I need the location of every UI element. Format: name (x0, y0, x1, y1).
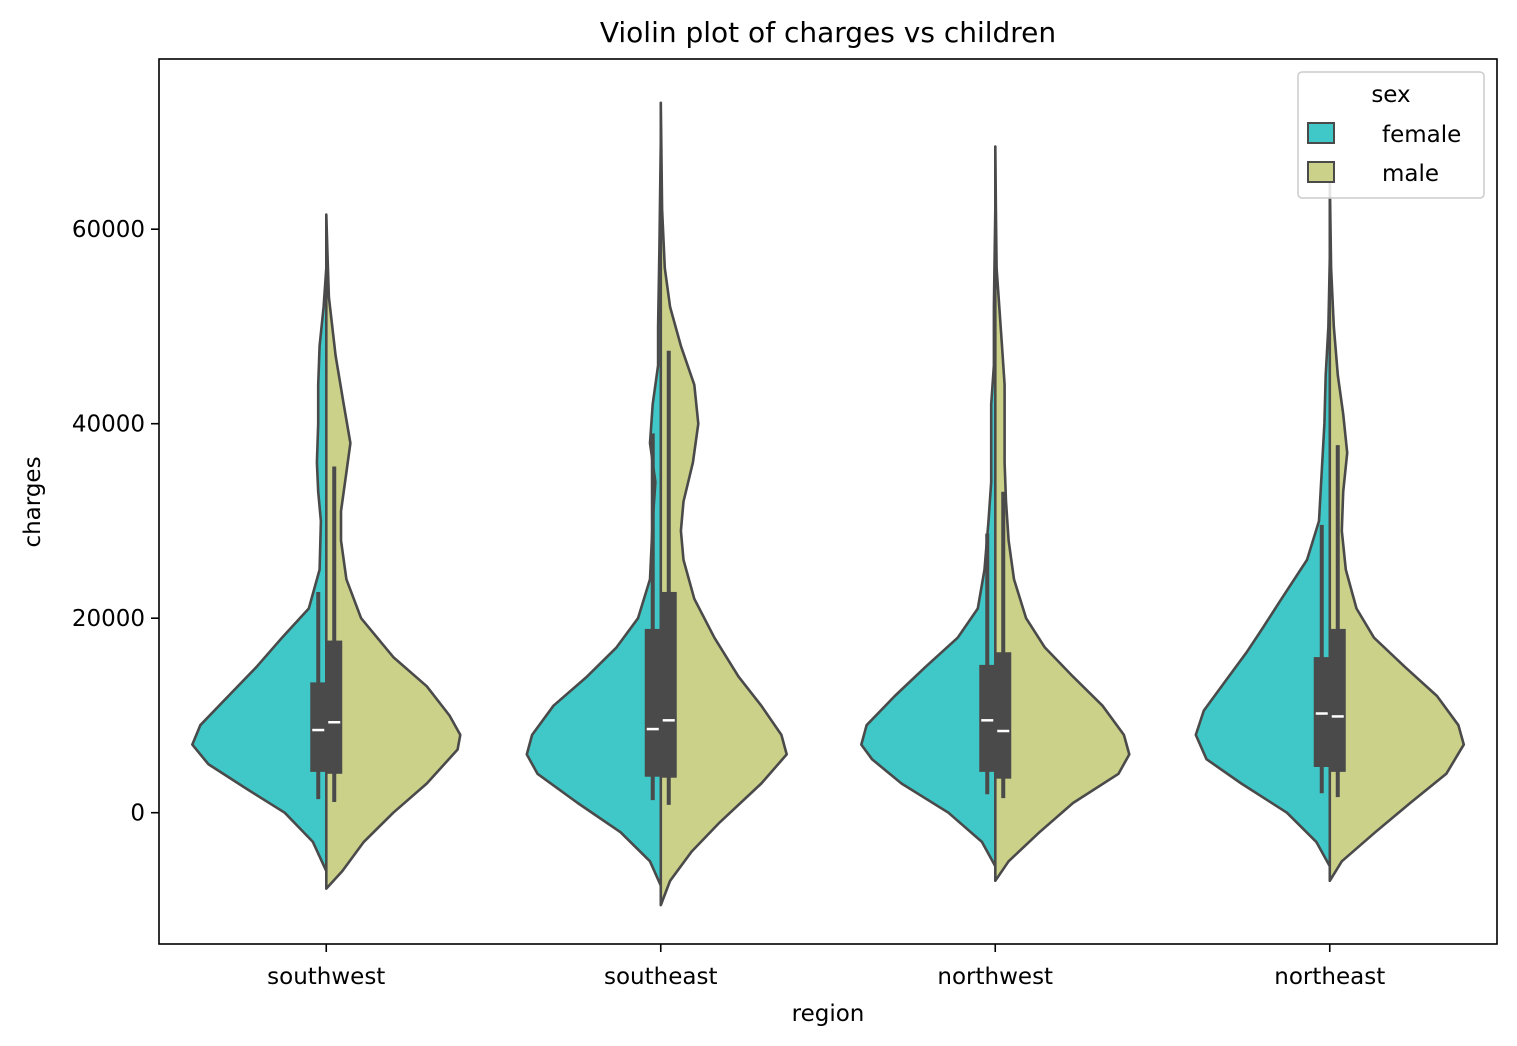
iqr-box-female-southwest (310, 682, 327, 772)
violins-layer (191, 101, 1466, 907)
legend: sex female male (1297, 71, 1485, 199)
violin-male-northeast (1328, 179, 1466, 883)
iqr-box-female-northeast (1313, 657, 1330, 767)
x-tick-label: northwest (937, 964, 1053, 990)
violin-female-northwest (860, 208, 997, 868)
iqr-box-female-northwest (979, 664, 996, 772)
legend-label-male: male (1382, 161, 1439, 187)
violin-male-northwest (994, 145, 1131, 883)
x-axis-ticks: southwest southeast northwest northeast (267, 944, 1385, 990)
legend-label-female: female (1382, 122, 1461, 148)
y-axis-ticks: 0 20000 40000 60000 (72, 217, 159, 827)
iqr-box-male-northwest (995, 652, 1012, 779)
chart-title: Violin plot of charges vs children (600, 16, 1056, 49)
iqr-box-male-southwest (326, 640, 343, 774)
legend-box (1297, 71, 1485, 199)
violin-female-northeast (1194, 257, 1332, 868)
x-tick-label: southwest (267, 964, 385, 990)
y-tick-label: 40000 (72, 412, 145, 438)
y-tick-label: 0 (130, 801, 145, 827)
legend-title: sex (1371, 82, 1410, 108)
violin-female-southeast (525, 140, 663, 887)
violin-female-southwest (191, 266, 328, 873)
iqr-box-male-northeast (1329, 628, 1346, 772)
y-axis-label: charges (20, 456, 46, 547)
legend-swatch-female (1307, 122, 1335, 144)
x-tick-label: northeast (1274, 964, 1385, 990)
violin-male-southwest (325, 213, 462, 890)
iqr-box-female-southeast (644, 628, 661, 777)
plot-frame (158, 58, 1498, 945)
x-axis-label: region (792, 1001, 865, 1027)
iqr-box-male-southeast (660, 591, 677, 778)
legend-swatch-male (1307, 161, 1335, 183)
violin-male-southeast (659, 101, 788, 907)
inner-boxes-layer (310, 350, 1346, 805)
y-tick-label: 20000 (72, 606, 145, 632)
y-tick-label: 60000 (72, 217, 145, 243)
x-tick-label: southeast (604, 964, 717, 990)
